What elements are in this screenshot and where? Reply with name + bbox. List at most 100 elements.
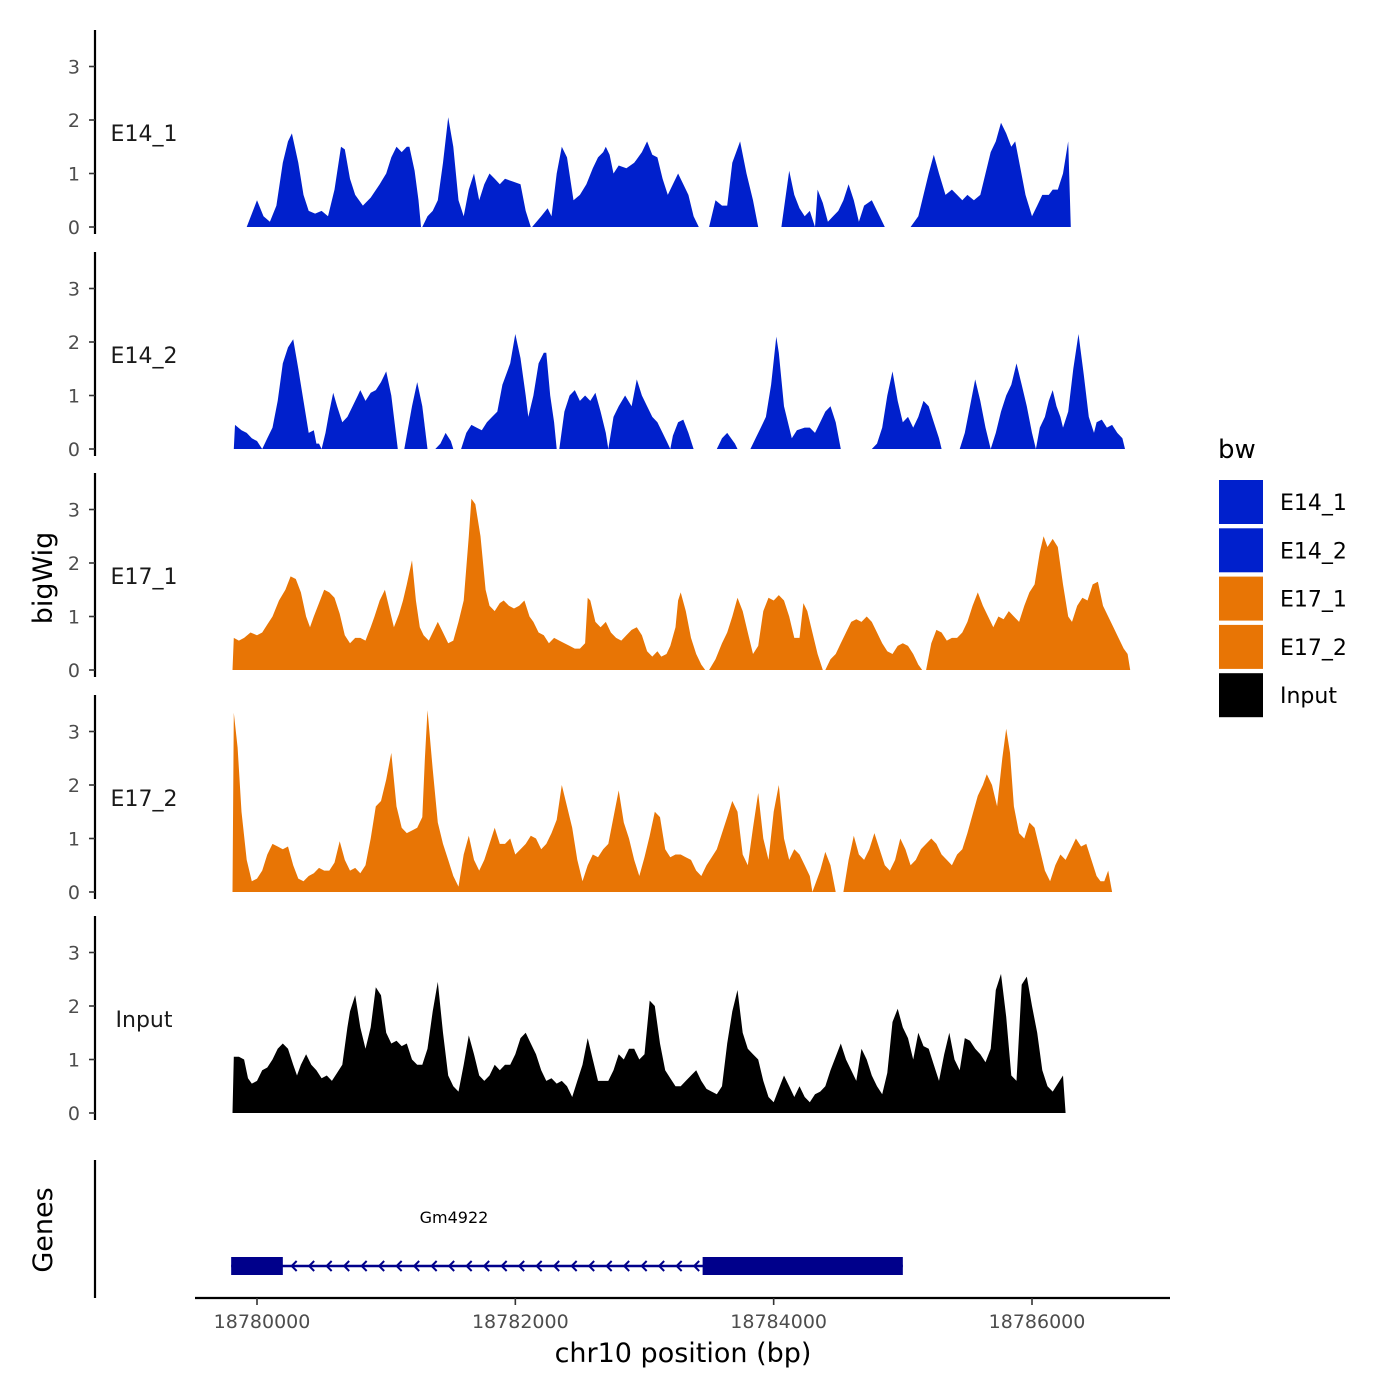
coverage-area-E14_1	[910, 122, 1071, 227]
coverage-area-E17_1	[926, 536, 1131, 670]
strand-arrow	[640, 1260, 648, 1272]
gene-exon	[231, 1257, 283, 1275]
strand-arrow	[447, 1260, 455, 1272]
legend: bw E14_1 E14_2 E17_1 E17_2 Input	[1218, 435, 1347, 718]
y-tick-label: 1	[68, 386, 80, 408]
x-tick-label: 18786000	[989, 1311, 1086, 1333]
track-E14_1: 0 1 2 3 E14_1	[68, 30, 1071, 239]
strand-arrow	[622, 1260, 630, 1272]
track-E17_2: 0 1 2 3 E17_2	[68, 695, 1113, 904]
legend-item-Input: Input	[1219, 673, 1337, 718]
strand-arrow	[307, 1260, 315, 1272]
coverage-area-E14_2	[461, 334, 557, 449]
strand-arrow	[325, 1260, 333, 1272]
x-axis: 18780000 18782000 18784000 18786000	[195, 1296, 1170, 1333]
y-tick-label: 1	[68, 607, 80, 629]
y-tick-label: 3	[68, 943, 80, 965]
y-tick-label: 2	[68, 996, 80, 1018]
strand-arrow	[290, 1260, 298, 1272]
y-tick-label: 3	[68, 57, 80, 79]
x-tick-label: 18780000	[214, 1311, 311, 1333]
coverage-area-E14_2	[404, 382, 428, 449]
gene-name-label: Gm4922	[420, 1208, 489, 1227]
legend-swatch	[1219, 480, 1263, 524]
strand-arrow	[377, 1260, 385, 1272]
y-tick-label: 2	[68, 775, 80, 797]
legend-item-E17_1: E17_1	[1219, 576, 1347, 621]
legend-label: E14_2	[1280, 539, 1347, 564]
coverage-area-E17_2	[232, 710, 813, 892]
x-tick-label: 18784000	[730, 1311, 827, 1333]
legend-swatch	[1219, 528, 1263, 573]
y-tick-label: 2	[68, 110, 80, 132]
strand-arrow	[675, 1260, 683, 1272]
y-tick-label: 0	[68, 660, 80, 682]
coverage-tracks: 0 1 2 3 E14_1 0 1 2 3 E14_2 0 1 2 3 E17_1 0 1 2 3 E17_2 0 1 2 3…	[68, 30, 1131, 1125]
coverage-area-Input	[232, 973, 1066, 1113]
track-label: E14_1	[111, 122, 178, 147]
track-label: Input	[116, 1008, 173, 1033]
strand-arrow	[657, 1260, 665, 1272]
coverage-area-E14_2	[608, 379, 694, 449]
strand-arrow	[465, 1260, 473, 1272]
y-tick-label: 0	[68, 1103, 80, 1125]
strand-arrow	[430, 1260, 438, 1272]
strand-arrow	[570, 1260, 578, 1272]
legend-item-E14_1: E14_1	[1219, 480, 1347, 524]
strand-arrow	[605, 1260, 613, 1272]
coverage-area-E14_2	[750, 336, 841, 449]
legend-item-E17_2: E17_2	[1219, 624, 1347, 669]
strand-arrow	[395, 1260, 403, 1272]
legend-swatch	[1219, 576, 1263, 621]
track-label: E14_2	[111, 344, 178, 369]
coverage-area-E14_2	[716, 432, 738, 449]
coverage-area-E14_1	[532, 141, 699, 227]
coverage-area-E17_1	[709, 595, 823, 670]
legend-label: E17_1	[1280, 588, 1347, 613]
coverage-area-E17_2	[843, 728, 1113, 892]
y-tick-label: 0	[68, 217, 80, 239]
y-tick-label: 1	[68, 164, 80, 186]
y-tick-label: 0	[68, 439, 80, 461]
track-label: E17_2	[111, 787, 178, 812]
coverage-area-E14_1	[422, 117, 531, 227]
coverage-area-E14_2	[871, 371, 942, 449]
strand-arrow	[535, 1260, 543, 1272]
strand-arrow	[412, 1260, 420, 1272]
strand-arrow	[360, 1260, 368, 1272]
strand-arrow	[482, 1260, 490, 1272]
x-axis-title: chr10 position (bp)	[555, 1338, 812, 1369]
coverage-area-E17_1	[232, 498, 706, 670]
y-tick-label: 1	[68, 829, 80, 851]
gene-exon	[702, 1257, 903, 1275]
y-tick-label: 2	[68, 553, 80, 575]
legend-label: E17_2	[1280, 636, 1347, 661]
coverage-area-E14_1	[246, 133, 421, 227]
y-tick-label: 3	[68, 279, 80, 301]
coverage-area-E14_2	[435, 432, 454, 449]
strand-arrow	[517, 1260, 525, 1272]
legend-swatch	[1219, 624, 1263, 669]
y-tick-label: 3	[68, 722, 80, 744]
legend-title: bw	[1218, 435, 1256, 465]
gene-Gm4922: Gm4922	[231, 1208, 903, 1275]
legend-label: Input	[1280, 684, 1337, 709]
y-tick-label: 0	[68, 882, 80, 904]
genes-panel-title: Genes	[28, 1187, 59, 1272]
gene-panel: Gm4922	[93, 1160, 903, 1298]
track-label: E17_1	[111, 565, 178, 590]
strand-arrow	[500, 1260, 508, 1272]
coverage-area-E14_2	[559, 390, 609, 449]
strand-arrow	[692, 1260, 700, 1272]
legend-item-E14_2: E14_2	[1219, 528, 1347, 573]
coverage-area-E17_2	[812, 851, 836, 892]
coverage-area-E14_1	[781, 170, 885, 227]
coverage-area-E17_1	[825, 616, 923, 670]
strand-arrow	[342, 1260, 350, 1272]
x-tick-label: 18782000	[472, 1311, 569, 1333]
strand-arrow	[587, 1260, 595, 1272]
track-Input: 0 1 2 3 Input	[68, 916, 1066, 1125]
coverage-area-E14_1	[709, 141, 759, 227]
y-axis-title: bigWig	[28, 532, 59, 625]
